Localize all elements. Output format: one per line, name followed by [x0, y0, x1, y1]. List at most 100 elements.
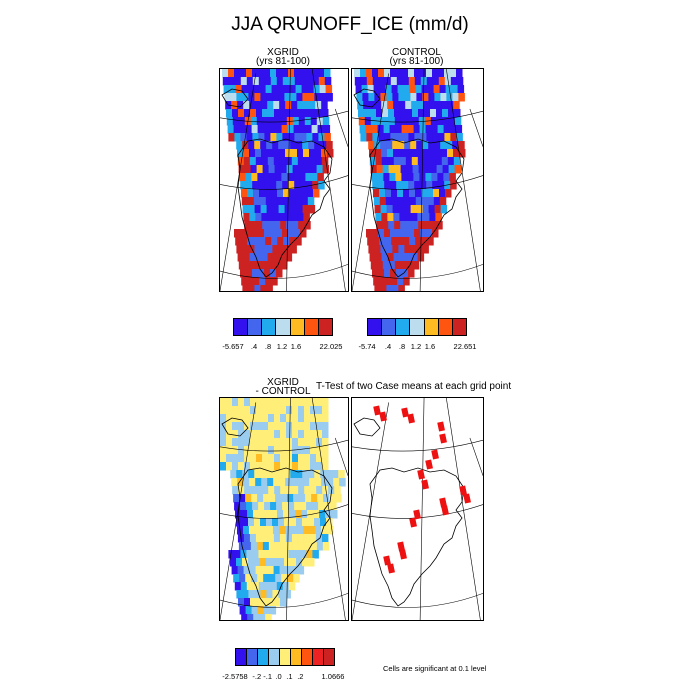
- grid-cell: [236, 590, 243, 599]
- grid-cell: [281, 494, 288, 503]
- grid-cell: [268, 261, 276, 270]
- grid-cell: [247, 189, 254, 198]
- grid-cell: [286, 406, 293, 415]
- grid-cell: [240, 77, 248, 86]
- grid-cell: [365, 125, 373, 134]
- grid-cell: [390, 69, 397, 78]
- grid-cell: [256, 542, 264, 551]
- grid-cell: [387, 149, 394, 158]
- grid-cell: [303, 157, 311, 166]
- colorbar-tick-label: 1.6: [290, 342, 302, 351]
- grid-cell: [421, 85, 429, 94]
- grid-cell: [268, 117, 276, 126]
- grid-cell: [450, 181, 457, 190]
- colorbar-swatch: [313, 649, 324, 665]
- grid-cell: [241, 277, 248, 286]
- grid-cell: [267, 478, 274, 487]
- grid-cell: [286, 221, 293, 230]
- grid-cell: [274, 454, 281, 463]
- grid-cell: [426, 133, 433, 142]
- grid-cell: [256, 221, 263, 230]
- grid-cell: [264, 77, 272, 86]
- colorbar-tick-label: -5.657: [222, 342, 244, 351]
- grid-cell: [291, 101, 298, 110]
- grid-cell: [269, 125, 277, 134]
- grid-cell: [358, 117, 366, 126]
- meridian-line: [286, 69, 291, 291]
- grid-cell: [400, 165, 408, 174]
- grid-cell: [310, 438, 317, 447]
- significant-cell: [441, 505, 449, 516]
- significant-cell: [387, 563, 395, 574]
- grid-cell: [240, 582, 248, 591]
- grid-cell: [431, 125, 439, 134]
- significant-cell: [425, 459, 433, 470]
- grid-cell: [356, 93, 363, 102]
- grid-cell: [399, 101, 406, 110]
- latitude-line: [220, 264, 348, 279]
- grid-cell: [287, 125, 295, 134]
- grid-cell: [232, 486, 239, 495]
- grid-cell: [273, 253, 281, 262]
- grid-cell: [266, 590, 273, 599]
- grid-cell: [428, 93, 435, 102]
- grid-cell: [326, 141, 333, 150]
- grid-cell: [256, 422, 263, 431]
- colorbar-swatch: [291, 649, 302, 665]
- grid-cell: [381, 149, 388, 158]
- grid-cell: [439, 189, 446, 198]
- grid-cell: [435, 213, 442, 222]
- grid-cell: [321, 157, 329, 166]
- grid-cell: [432, 229, 439, 238]
- grid-cell: [247, 85, 255, 94]
- grid-cell: [370, 109, 377, 118]
- grid-cell: [238, 462, 245, 471]
- meridian-line: [469, 437, 483, 476]
- grid-cell: [370, 117, 378, 126]
- grid-cell: [455, 125, 463, 134]
- grid-cell: [259, 189, 266, 198]
- grid-cell: [434, 141, 441, 150]
- grid-cell: [401, 125, 409, 134]
- grid-cell: [375, 149, 382, 158]
- grid-cell: [259, 197, 267, 206]
- grid-cell: [268, 398, 275, 407]
- grid-cell: [305, 494, 312, 503]
- grid-cell: [432, 69, 439, 78]
- grid-cell: [335, 494, 342, 503]
- grid-cell: [270, 181, 277, 190]
- grid-cell: [409, 197, 417, 206]
- grid-cell: [291, 157, 299, 166]
- grid-cell: [413, 125, 421, 134]
- grid-cell: [423, 157, 431, 166]
- grid-cell: [432, 133, 439, 142]
- grid-cell: [338, 470, 345, 479]
- grid-cell: [369, 253, 377, 262]
- grid-cell: [232, 446, 239, 455]
- grid-cell: [241, 85, 249, 94]
- grid-cell: [422, 205, 430, 214]
- grid-cell: [272, 205, 280, 214]
- grid-cell: [277, 85, 285, 94]
- grid-cell: [378, 181, 385, 190]
- grid-cell: [244, 430, 251, 439]
- grid-cell: [272, 93, 279, 102]
- grid-cell: [369, 149, 376, 158]
- grid-cell: [260, 590, 267, 599]
- grid-cell: [441, 101, 448, 110]
- grid-cell: [296, 141, 303, 150]
- grid-cell: [429, 101, 436, 110]
- grid-cell: [315, 478, 322, 487]
- grid-cell: [272, 590, 279, 599]
- grid-cell: [300, 229, 307, 238]
- colorbar-swatch: [258, 649, 269, 665]
- grid-cell: [312, 69, 319, 78]
- grid-cell: [398, 93, 405, 102]
- grid-cell: [427, 85, 435, 94]
- grid-cell: [372, 229, 379, 238]
- grid-cell: [274, 406, 281, 415]
- grid-cell: [323, 494, 330, 503]
- grid-cell: [274, 221, 281, 230]
- grid-cell: [394, 109, 401, 118]
- grid-cell: [286, 486, 293, 495]
